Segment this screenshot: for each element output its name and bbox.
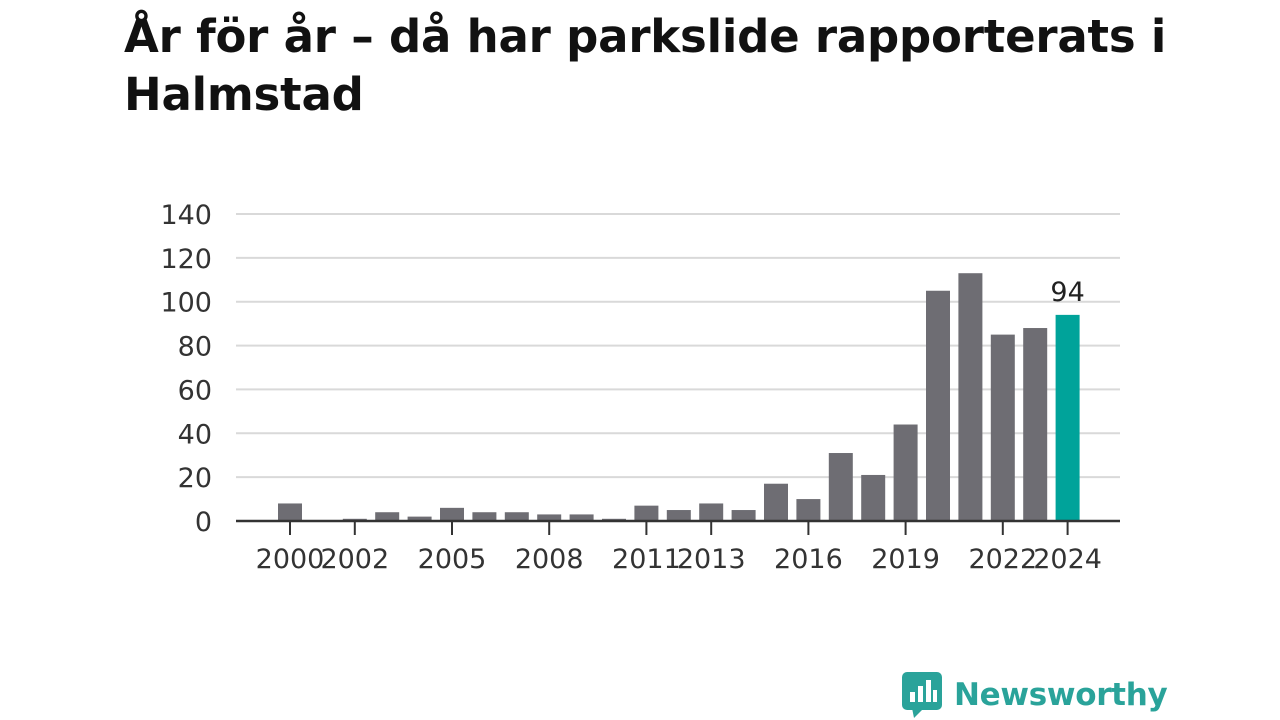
bar-2020 [926, 290, 950, 521]
bar-2024 [1055, 314, 1080, 521]
bar-2019 [893, 424, 918, 521]
bar-2004 [407, 516, 432, 521]
bar-2006 [472, 512, 497, 521]
bar-2011 [634, 505, 659, 521]
bar-2015 [764, 483, 788, 521]
y-tick-label: 60 [178, 375, 212, 406]
bar-2005 [440, 507, 464, 521]
y-tick-label: 80 [178, 332, 212, 363]
bar-2012 [666, 510, 691, 521]
y-tick-label: 120 [160, 244, 212, 275]
bar-2021 [958, 273, 983, 521]
bar-2017 [828, 453, 853, 521]
brand-name: Newsworthy [954, 677, 1168, 713]
x-tick-label: 2005 [418, 544, 487, 575]
x-tick-label: 2024 [1033, 544, 1102, 575]
bar-2014 [731, 510, 756, 521]
bar-2022 [990, 334, 1015, 521]
bar-2003 [375, 512, 400, 521]
y-tick-label: 20 [178, 463, 212, 494]
x-tick-label: 2000 [256, 544, 325, 575]
data-labels: 94 [1050, 277, 1084, 308]
x-tick-label: 2008 [515, 544, 584, 575]
bar-2018 [861, 474, 886, 521]
newsworthy-logo: Newsworthy [902, 672, 1168, 718]
x-tick-label: 2011 [612, 544, 681, 575]
bar-2009 [569, 514, 594, 521]
data-label-2024: 94 [1050, 277, 1084, 308]
bar-2013 [699, 503, 724, 521]
x-tick-label: 2022 [968, 544, 1037, 575]
bar-2023 [1023, 328, 1048, 521]
bar-2007 [504, 512, 529, 521]
x-tick-label: 2019 [871, 544, 940, 575]
x-tick-label: 2013 [677, 544, 746, 575]
bar-2000 [278, 503, 302, 521]
bar-2016 [796, 499, 821, 521]
chart-title: År för år – då har parkslide rapporterat… [124, 10, 1167, 121]
bar-chart-speech-bubble-icon [902, 672, 942, 718]
x-tick-label: 2016 [774, 544, 843, 575]
y-tick-label: 0 [195, 507, 212, 538]
y-tick-label: 140 [160, 200, 212, 231]
y-tick-label: 40 [178, 419, 212, 450]
y-axis-ticks: 0 20 40 60 80 100 120 140 [160, 200, 212, 538]
x-tick-label: 2002 [320, 544, 389, 575]
bar-2008 [537, 514, 562, 521]
y-tick-label: 100 [160, 288, 212, 319]
bars [278, 273, 1080, 521]
grid-lines [236, 213, 1120, 479]
